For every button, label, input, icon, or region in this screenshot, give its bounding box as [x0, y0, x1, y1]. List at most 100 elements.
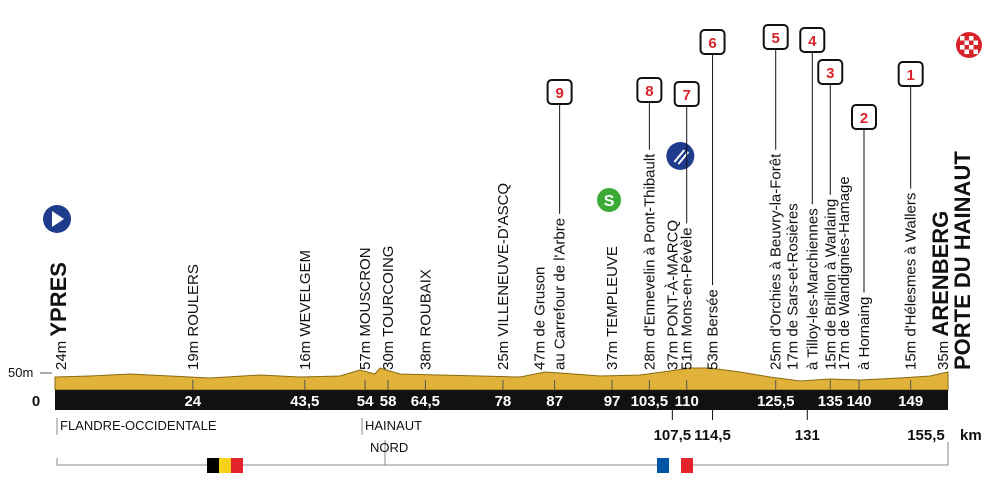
sector-number: 8 [645, 83, 653, 100]
label-part: de Brillon à Warlaing [822, 199, 839, 337]
sector-number: 5 [772, 30, 780, 47]
km-label: 140 [846, 393, 871, 410]
place-label: 51m Mons-en-Pévèle [679, 227, 696, 370]
label-part: au Carrefour de l'Arbre [552, 218, 569, 370]
label-part: Mons-en-Pévèle [679, 227, 696, 336]
label-part: 28m [641, 337, 658, 370]
place-label: 57m MOUSCRON [357, 247, 374, 370]
place-label: 25m VILLENEUVE-D'ASCQ [495, 183, 512, 370]
label-part: 15m [822, 337, 839, 370]
place-label: 37m TEMPLEUVE [604, 246, 621, 370]
label-part: 38m [417, 337, 434, 370]
km-label: 135 [818, 393, 843, 410]
finish-check [969, 36, 974, 41]
finish-check [973, 40, 978, 45]
sector-badge [699, 29, 726, 55]
km-label: 103,5 [631, 393, 669, 410]
place-label: 15m de Brillon à Warlaing [822, 199, 839, 370]
label-part: 35m [935, 337, 952, 370]
region: HAINAUT [365, 418, 422, 433]
label-part: 17m [784, 337, 801, 370]
label-part: ROUBAIX [417, 269, 434, 337]
label-part: 24m [53, 337, 70, 370]
km-unit: km [960, 427, 982, 444]
label-part: MOUSCRON [357, 247, 374, 336]
label-part: 16m [297, 337, 314, 370]
region: NORD [370, 440, 408, 455]
sector-number: 2 [860, 110, 868, 127]
sector-number: 4 [808, 33, 817, 50]
km-zero: 0 [32, 393, 40, 410]
km-label: 110 [675, 393, 699, 410]
label-part: 30m [380, 337, 397, 370]
place-label: à Tilloy-les-Marchiennes [804, 208, 821, 370]
label-part: 25m [495, 337, 512, 370]
sector-badge [762, 24, 789, 50]
km-label: 97 [604, 393, 621, 410]
label-part: de Gruson [532, 267, 549, 337]
label-part: de Wandignies-Hamage [836, 176, 853, 336]
sprint-icon [595, 186, 624, 214]
km-label: 149 [898, 393, 923, 410]
place-label: 28m d'Ennevelin à Pont-Thibault [641, 153, 658, 370]
finish-check [964, 49, 969, 54]
finish-check [960, 45, 965, 50]
sector-badge [850, 104, 877, 130]
country-bracket [56, 442, 949, 466]
label-part: d'Ennevelin à Pont-Thibault [641, 153, 658, 337]
label-part: VILLENEUVE-D'ASCQ [495, 183, 512, 337]
km-label: 131 [795, 427, 820, 444]
place-label: 25m d'Orchies à Beuvry-la-Forêt [768, 153, 785, 370]
sector-badge [546, 79, 573, 105]
label-part: 51m [679, 337, 696, 370]
feed-mark [673, 149, 686, 163]
place-label: 47m de Gruson [532, 267, 549, 370]
place-label: à Hornaing [856, 297, 873, 370]
label-part: d'Orchies à Beuvry-la-Forêt [768, 153, 785, 337]
sector-badge [817, 59, 844, 85]
finish-check [973, 49, 978, 54]
flag-france [657, 458, 693, 473]
label-part: 53m [705, 337, 722, 370]
terrain [54, 367, 949, 391]
place-label: 53m Bersée [705, 289, 722, 370]
km-label: 54 [357, 393, 374, 410]
place-label: 19m ROULERS [185, 264, 202, 370]
place-label: 30m TOURCOING [380, 246, 397, 370]
flag-belgium [207, 458, 243, 473]
place-label: 17m de Sars-et-Rosières [784, 203, 801, 370]
finish-check [969, 45, 974, 50]
label-part: de Sars-et-Rosières [784, 203, 801, 336]
sector-badge [799, 27, 826, 53]
sector-number: 3 [826, 65, 834, 82]
finish-check [964, 40, 969, 45]
sector-badge [636, 77, 663, 103]
distance-bar [55, 390, 948, 410]
label-part: Bersée [705, 289, 722, 337]
label-part: TOURCOING [380, 246, 397, 337]
label-part: TEMPLEUVE [604, 246, 621, 337]
label-part: WEVELGEM [297, 250, 314, 337]
place-label: au Carrefour de l'Arbre [552, 218, 569, 370]
sector-number: 9 [555, 85, 563, 102]
label-part: ROULERS [185, 264, 202, 337]
place-label: 37m PONT-À-MARCQ [664, 220, 681, 370]
place-label: 15m d'Hélesmes à Wallers [903, 193, 920, 370]
altitude-scale: 50m [8, 365, 33, 380]
finish-label: 35m ARENBERG [928, 211, 953, 370]
sector-badge [897, 61, 924, 87]
sprint-letter: S [604, 193, 615, 210]
place-label: 38m ROUBAIX [417, 269, 434, 370]
finish-label: PORTE DU HAINAUT [950, 151, 975, 370]
km-label: 78 [495, 393, 512, 410]
start-label: 24m YPRES [46, 262, 71, 370]
finish-check [960, 36, 965, 41]
label-part: PORTE DU HAINAUT [950, 151, 975, 370]
label-part: d'Hélesmes à Wallers [903, 193, 920, 337]
place-label: 17m de Wandignies-Hamage [836, 176, 853, 370]
sector-number: 6 [708, 35, 716, 52]
label-part: à Tilloy-les-Marchiennes [804, 208, 821, 370]
place-label: 16m WEVELGEM [297, 250, 314, 370]
sector-number: 7 [683, 87, 691, 104]
